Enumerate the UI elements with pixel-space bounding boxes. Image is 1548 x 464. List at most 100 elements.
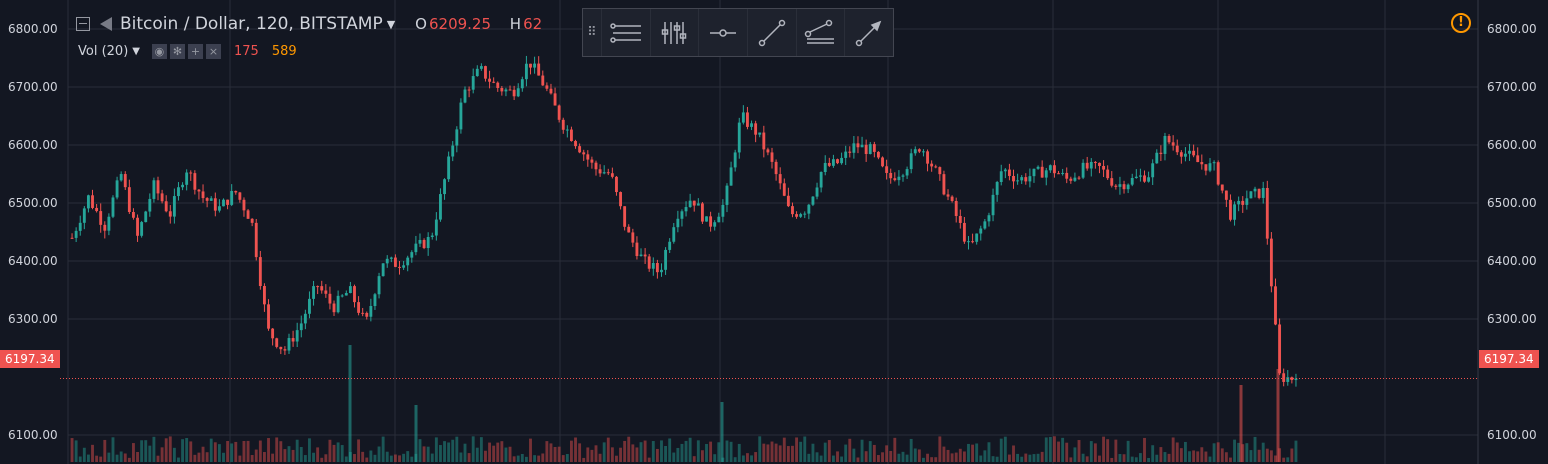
volume-bar	[606, 437, 610, 462]
candle-body	[1212, 162, 1216, 164]
volume-bar	[82, 447, 86, 462]
candle-body	[1200, 162, 1204, 165]
candle-body	[709, 216, 713, 227]
volume-bar	[549, 443, 553, 462]
gear-icon[interactable]: ✻	[169, 44, 185, 59]
candle-body	[537, 63, 541, 76]
candle-body	[1290, 377, 1294, 381]
volume-bar	[725, 440, 729, 462]
candle-body	[1003, 169, 1007, 172]
volume-bar	[971, 444, 975, 462]
horizontal-lines-icon[interactable]	[600, 9, 650, 56]
volume-bar	[496, 442, 500, 462]
volume-bar	[1233, 439, 1236, 462]
y-axis-tick-label-right: 6400.00	[1487, 254, 1537, 268]
candle-body	[177, 187, 180, 197]
volume-bar	[132, 443, 135, 462]
candle-body	[1089, 161, 1093, 169]
candle-body	[979, 228, 983, 234]
volume-bar	[750, 455, 753, 462]
volume-bar	[99, 456, 103, 462]
candle-body	[1204, 164, 1208, 171]
volume-bar	[357, 439, 361, 462]
volume-bar	[815, 452, 819, 462]
volume-bar	[782, 437, 786, 462]
candle-body	[1098, 162, 1101, 166]
volume-bar	[627, 436, 631, 462]
volume-bar	[303, 455, 307, 462]
volume-label[interactable]: Vol (20)	[78, 44, 129, 59]
candle-body	[1192, 150, 1196, 156]
candle-body	[275, 338, 279, 347]
candle-body	[172, 196, 176, 217]
volume-bar	[1196, 451, 1200, 462]
candle-body	[1224, 190, 1228, 200]
candle-body	[451, 145, 455, 157]
candle-body	[639, 254, 643, 257]
candle-body	[205, 198, 209, 201]
candle-body	[602, 172, 606, 174]
candle-body	[1114, 185, 1118, 187]
volume-bar	[983, 450, 987, 462]
volume-bar	[267, 438, 270, 462]
candle-body	[1163, 136, 1167, 154]
volume-bar	[1130, 456, 1134, 462]
eye-icon[interactable]: ◉	[151, 44, 167, 59]
volume-dropdown-icon[interactable]: ▼	[132, 46, 140, 57]
volume-bar	[287, 446, 291, 462]
candle-body	[492, 81, 496, 83]
volume-bar	[361, 451, 365, 462]
volume-bar	[1200, 447, 1204, 462]
volume-bar	[967, 443, 970, 462]
volume-bar	[160, 447, 164, 462]
horizontal-ray-icon[interactable]	[698, 9, 747, 56]
volume-bar	[774, 443, 778, 462]
alert-icon[interactable]: !	[1451, 13, 1471, 33]
candle-body	[934, 166, 938, 168]
collapse-legend-icon[interactable]	[76, 17, 90, 31]
candle-body	[1077, 177, 1081, 179]
symbol-dropdown-icon[interactable]: ▼	[386, 17, 396, 31]
trend-line-icon[interactable]	[746, 9, 796, 56]
volume-bar	[181, 439, 184, 462]
volume-bar	[1077, 440, 1081, 462]
plus-icon[interactable]: +	[187, 44, 203, 59]
candle-body	[1278, 324, 1282, 374]
volume-bar	[733, 457, 737, 462]
volume-bar	[660, 440, 663, 462]
volume-bar	[451, 439, 455, 462]
volume-bar	[720, 402, 724, 462]
volume-bar	[570, 440, 573, 462]
candle-body	[1122, 184, 1126, 190]
drag-handle-icon[interactable]: ⠿	[587, 25, 597, 40]
symbol-title[interactable]: Bitcoin / Dollar, 120, BITSTAMP	[120, 14, 383, 34]
candle-body	[799, 214, 803, 217]
volume-bar	[1106, 439, 1110, 462]
volume-bar	[651, 441, 655, 462]
volume-bar	[713, 454, 717, 462]
candle-body	[836, 159, 839, 164]
candle-body	[385, 258, 389, 264]
volume-bar	[115, 454, 119, 462]
volume-bar	[700, 450, 704, 462]
volume-bar	[1012, 445, 1015, 462]
candle-body	[725, 185, 729, 205]
parallel-channel-icon[interactable]	[795, 9, 845, 56]
close-icon[interactable]: ×	[205, 44, 221, 59]
candle-body	[524, 63, 528, 80]
candle-body	[590, 159, 594, 163]
volume-bar	[639, 442, 643, 462]
volume-bar	[938, 436, 942, 462]
candle-body	[660, 269, 663, 273]
volume-bar	[901, 451, 905, 462]
volume-bar	[393, 454, 397, 462]
arrow-line-icon[interactable]	[844, 9, 893, 56]
candle-body	[148, 198, 152, 212]
candle-body	[185, 172, 189, 185]
candle-body	[1155, 152, 1159, 164]
vertical-sliders-icon[interactable]	[649, 9, 699, 56]
candle-body	[664, 249, 668, 270]
candle-body	[619, 192, 622, 207]
candle-body	[1134, 176, 1138, 179]
